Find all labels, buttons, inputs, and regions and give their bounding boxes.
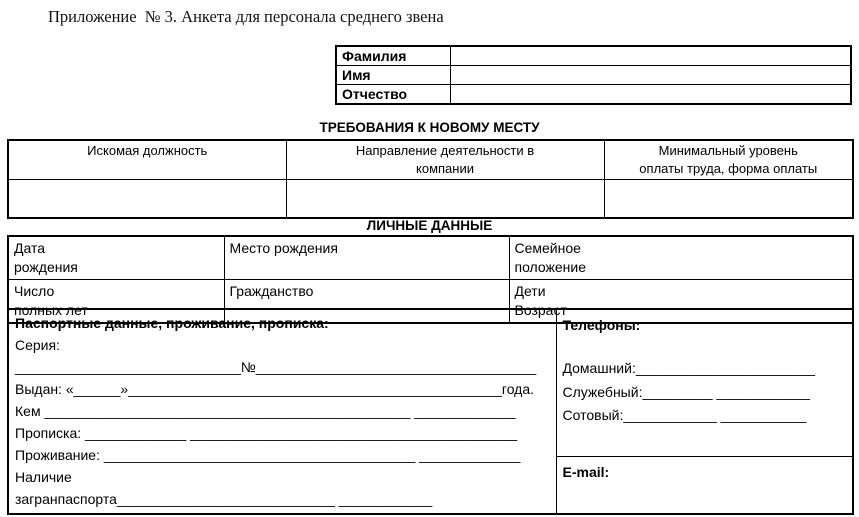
- spacer: [563, 336, 847, 357]
- table-row: Фамилия: [335, 45, 852, 66]
- residence-line: Проживание: ____________________________…: [15, 447, 521, 463]
- position-value-cell: [7, 179, 287, 219]
- table-row: Отчество: [335, 84, 852, 105]
- activity-value-cell: [285, 179, 605, 219]
- column-header-salary: Минимальный уровень оплаты труда, форма …: [603, 139, 854, 180]
- email-section: E-mail:: [555, 456, 854, 515]
- requirements-heading: ТРЕБОВАНИЯ К НОВОМУ МЕСТУ: [319, 120, 540, 135]
- passport-series-number-line: _____________________________№__________…: [15, 359, 537, 375]
- marital-status-cell: Семейное положение: [508, 235, 854, 280]
- page-title: Приложение № 3. Анкета для персонала сре…: [48, 7, 444, 26]
- firstname-label: Имя: [335, 65, 451, 85]
- passport-section: Паспортные данные, проживание, прописка:…: [7, 308, 557, 515]
- passport-section-heading: Паспортные данные, проживание, прописка:: [15, 315, 329, 331]
- home-phone-line: Домашний:_______________________: [562, 360, 815, 376]
- column-header-position: Искомая должность: [7, 139, 287, 180]
- passport-issued-by-line: Кем ____________________________________…: [15, 403, 516, 419]
- requirements-table: Искомая должность Направление деятельнос…: [7, 139, 854, 219]
- birth-place-cell: Место рождения: [223, 235, 510, 280]
- surname-value-cell: [449, 45, 852, 66]
- email-heading: E-mail:: [562, 464, 610, 480]
- patronymic-value-cell: [449, 84, 852, 105]
- requirements-header-row: Искомая должность Направление деятельнос…: [7, 139, 854, 180]
- patronymic-label: Отчество: [335, 84, 451, 105]
- firstname-value-cell: [449, 65, 852, 85]
- surname-label: Фамилия: [335, 45, 451, 66]
- table-row: Дата рождения Место рождения Семейное по…: [7, 235, 854, 280]
- phones-heading: Телефоны:: [562, 317, 641, 333]
- passport-series-label: Серия:: [15, 337, 60, 353]
- registration-line: Прописка: _____________ ________________…: [15, 425, 518, 441]
- personal-data-heading: ЛИЧНЫЕ ДАННЫЕ: [366, 218, 493, 233]
- cell-phone-line: Сотовый:____________ ___________: [562, 407, 807, 423]
- table-row: Имя: [335, 65, 852, 85]
- table-row: Паспортные данные, проживание, прописка:…: [7, 308, 854, 515]
- salary-value-cell: [603, 179, 854, 219]
- column-header-activity: Направление деятельности в компании: [285, 139, 605, 180]
- table-row: E-mail:: [8, 456, 854, 515]
- name-table: Фамилия Имя Отчество: [335, 45, 852, 105]
- phones-section: Телефоны: Домашний:_____________________…: [555, 308, 854, 457]
- passport-contacts-table: Паспортные данные, проживание, прописка:…: [7, 308, 854, 515]
- foreign-passport-label: Наличие: [15, 469, 72, 485]
- work-phone-line: Служебный:_________ ____________: [562, 383, 810, 400]
- birth-date-cell: Дата рождения: [7, 235, 225, 280]
- foreign-passport-line: загранпаспорта__________________________…: [15, 491, 433, 507]
- passport-issued-date-line: Выдан: «______»_________________________…: [15, 381, 535, 397]
- requirements-value-row: [7, 179, 854, 219]
